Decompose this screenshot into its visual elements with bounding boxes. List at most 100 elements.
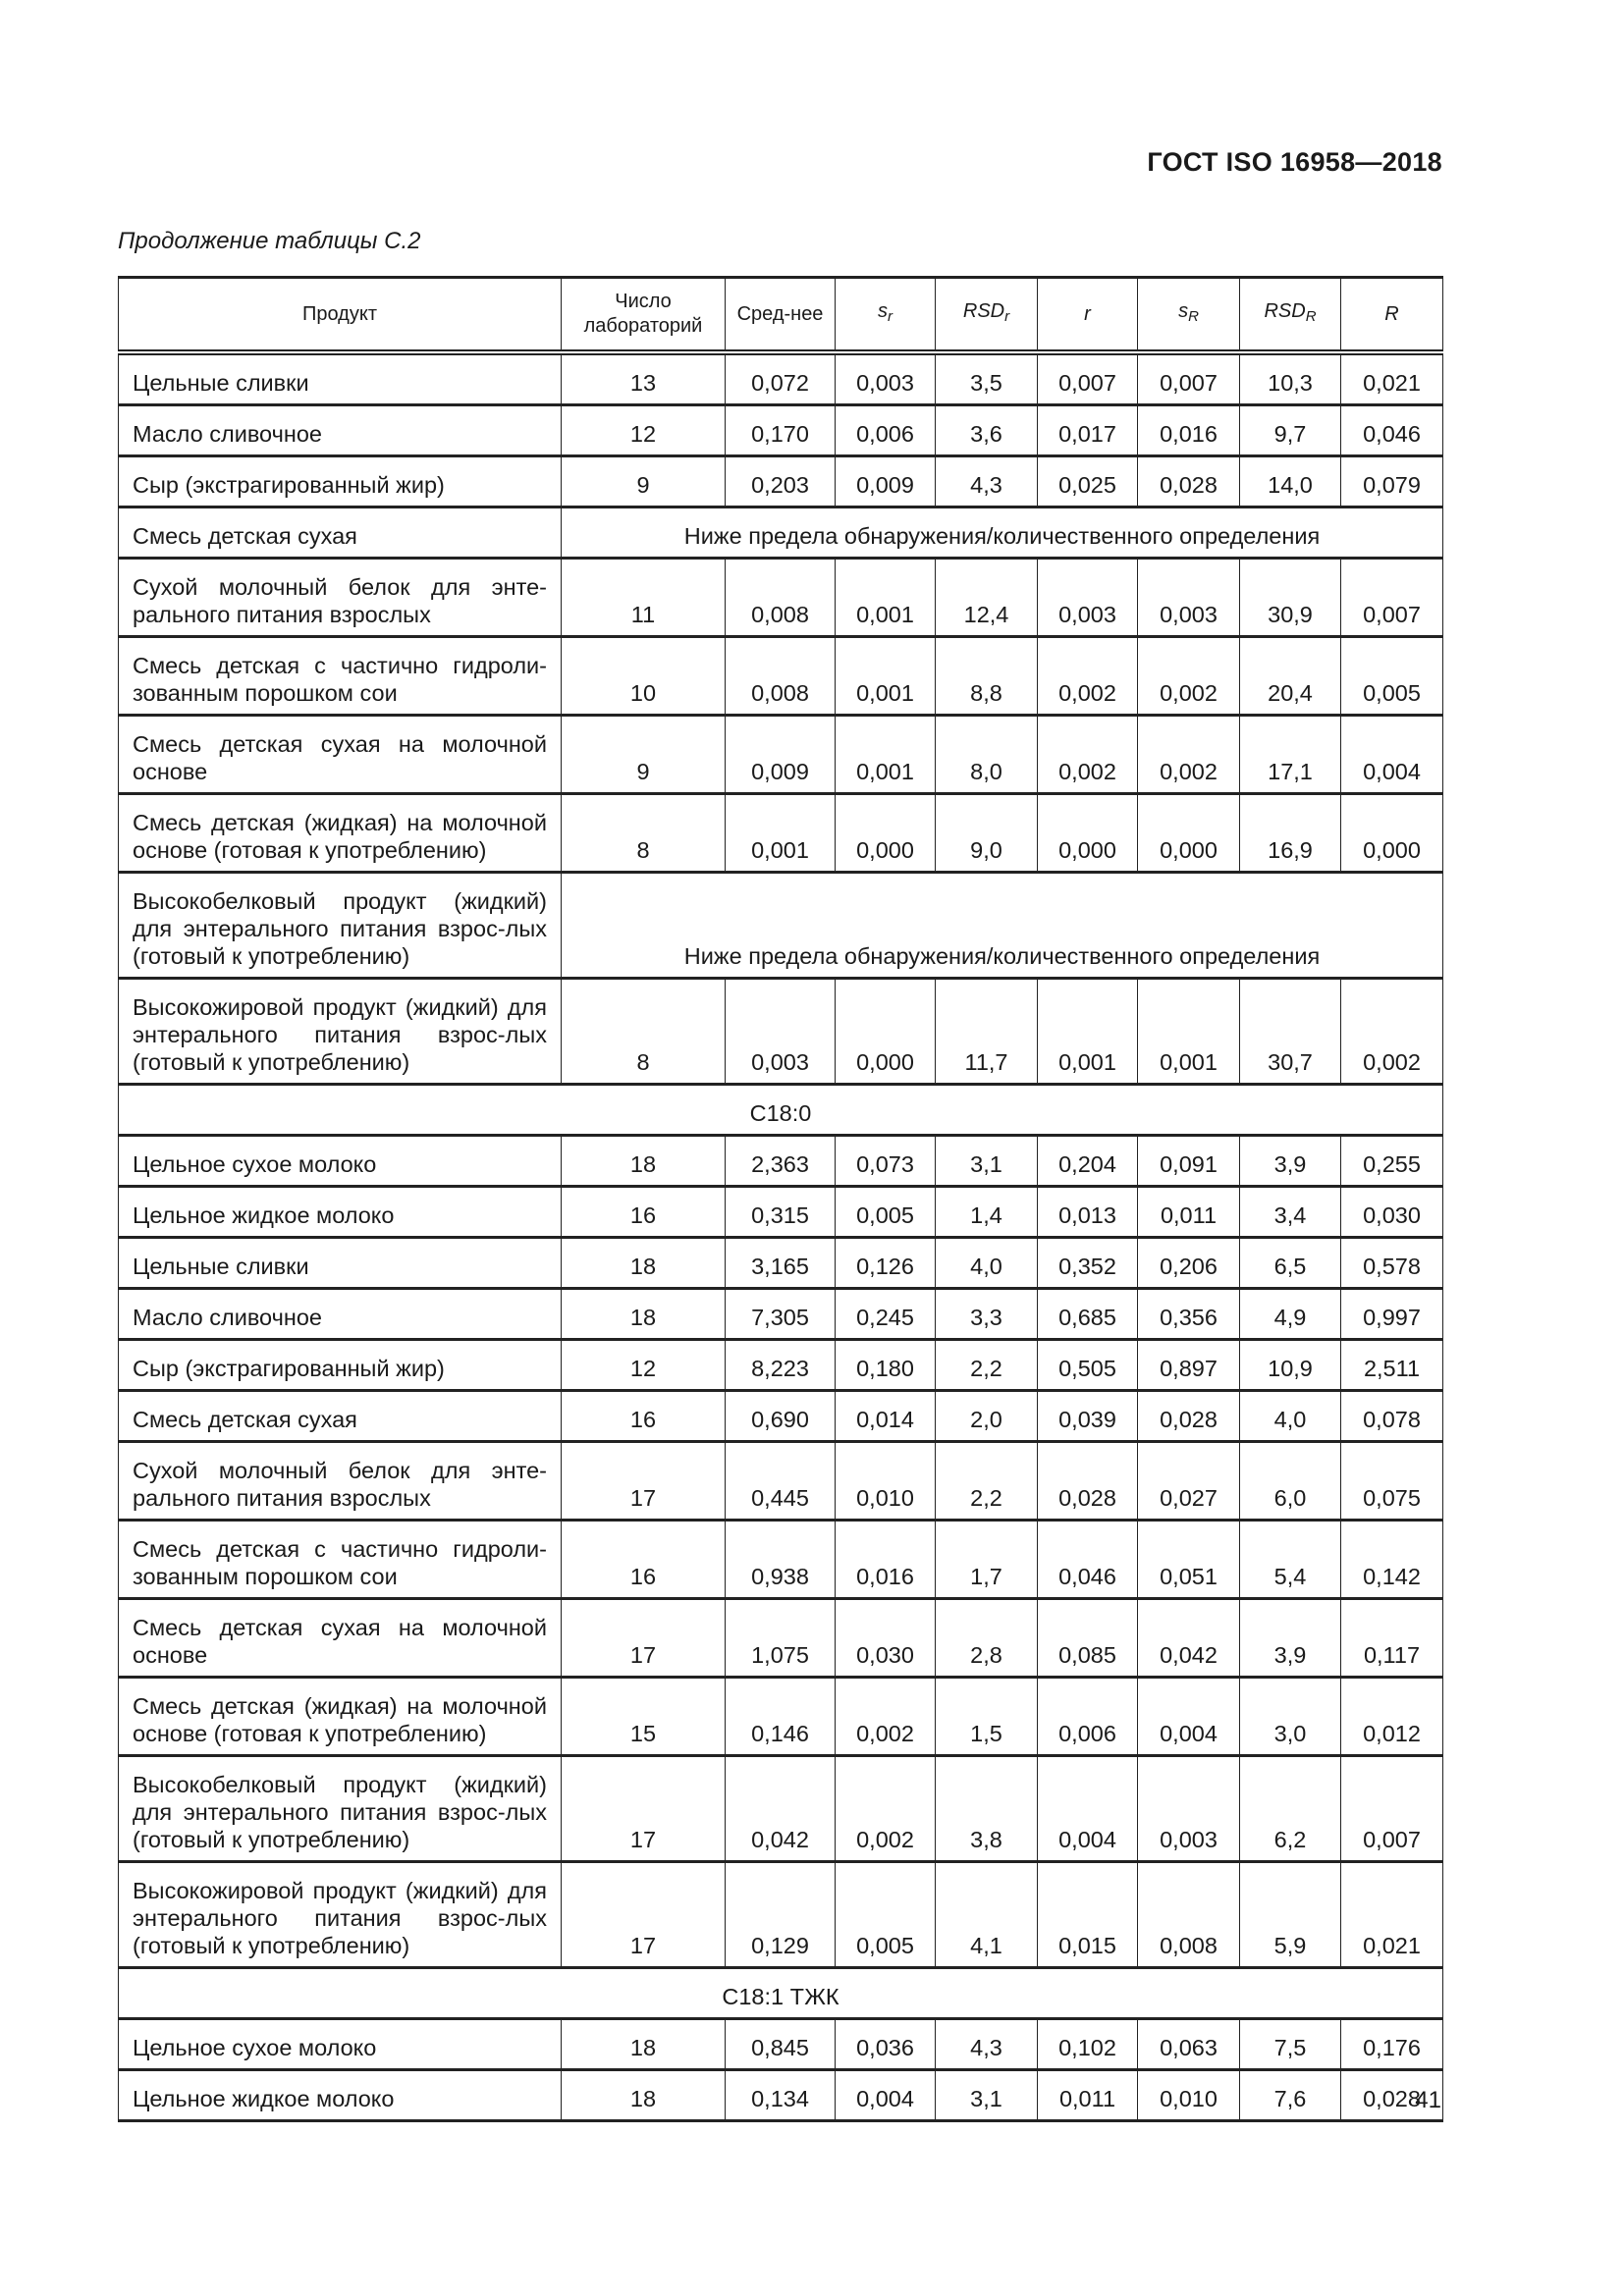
column-header-label: R	[1384, 302, 1399, 325]
value-cell: 0,025	[1037, 454, 1138, 508]
value-cell: 3,8	[935, 1754, 1038, 1863]
value-cell: 18	[561, 2017, 726, 2071]
product-cell: Цельное жидкое молоко	[118, 1185, 562, 1239]
value-cell: 20,4	[1239, 635, 1341, 717]
value-cell: 0,000	[835, 792, 936, 874]
value-cell: 8	[561, 792, 726, 874]
column-header-label: Продукт	[302, 302, 377, 325]
value-cell: 0,039	[1037, 1389, 1138, 1443]
table-row: Цельное жидкое молоко 18 0,134 0,004 3,1 0,01…	[118, 2068, 1443, 2122]
value-cell: 4,3	[935, 454, 1038, 508]
value-cell: 0,206	[1137, 1236, 1240, 1290]
table-row: Высокобелковый продукт (жидкий) для энте…	[118, 1754, 1443, 1863]
product-cell: Высокобелковый продукт (жидкий) для энте…	[118, 1754, 562, 1863]
value-cell: 11	[561, 557, 726, 638]
value-cell: 0,000	[1137, 792, 1240, 874]
value-cell: 0,578	[1340, 1236, 1443, 1290]
product-cell: Сухой молочный белок для энте-рального п…	[118, 557, 562, 638]
table-body: Цельные сливки 13 0,072 0,003 3,5 0,007 0,007 1…	[118, 350, 1443, 2122]
value-cell: 0,010	[835, 1440, 936, 1522]
table-row: Смесь детская сухая 16 0,690 0,014 2,0 0,039 0…	[118, 1389, 1443, 1443]
value-cell: 4,3	[935, 2017, 1038, 2071]
value-cell: 7,6	[1239, 2068, 1341, 2122]
value-cell: 0,997	[1340, 1287, 1443, 1341]
table-caption: Продолжение таблицы С.2	[118, 228, 421, 254]
value-cell: 0,014	[835, 1389, 936, 1443]
column-header-italic: s	[1178, 300, 1188, 322]
table-row: Цельные сливки 18 3,165 0,126 4,0 0,352 0,206 6…	[118, 1236, 1443, 1290]
value-cell: 17	[561, 1754, 726, 1863]
column-header-italic: r	[1084, 303, 1091, 325]
value-cell: 5,4	[1239, 1519, 1341, 1600]
value-cell: 0,003	[725, 977, 836, 1086]
value-cell: 0,072	[725, 350, 836, 406]
product-cell: Масло сливочное	[118, 1287, 562, 1341]
value-cell: 9,0	[935, 792, 1038, 874]
value-cell: 0,036	[835, 2017, 936, 2071]
value-cell: 0,046	[1037, 1519, 1138, 1600]
column-header-subscript-italic: r	[1004, 300, 1009, 325]
value-cell: 10,9	[1239, 1338, 1341, 1392]
value-cell: 0,000	[835, 977, 936, 1086]
value-cell: 10,3	[1239, 350, 1341, 406]
value-cell: 3,9	[1239, 1134, 1341, 1188]
value-cell: 0,002	[1137, 714, 1240, 795]
value-cell: 0,938	[725, 1519, 836, 1600]
table-row: Смесь детская сухая на молочной основе 17…	[118, 1597, 1443, 1679]
table-row: Масло сливочное 12 0,170 0,006 3,6 0,017 0,016…	[118, 403, 1443, 457]
value-cell: 17	[561, 1597, 726, 1679]
column-header-subscript-italic: r	[888, 300, 893, 325]
product-cell: Цельные сливки	[118, 350, 562, 406]
product-cell: Смесь детская сухая на молочной основе	[118, 1597, 562, 1679]
column-header: Число лабораторий	[561, 276, 726, 355]
value-cell: 0,002	[835, 1676, 936, 1757]
product-cell: Сухой молочный белок для энте-рального п…	[118, 1440, 562, 1522]
page-number: 41	[1415, 2087, 1441, 2113]
column-header-label: s	[1178, 300, 1189, 322]
value-cell: 0,006	[1037, 1676, 1138, 1757]
product-cell: Смесь детская (жидкая) на молочной основ…	[118, 1676, 562, 1757]
value-cell: 0,002	[1037, 635, 1138, 717]
column-header-subscript-italic: R	[1305, 300, 1317, 325]
value-cell: 0,002	[1137, 635, 1240, 717]
product-cell: Цельное сухое молоко	[118, 1134, 562, 1188]
value-cell: 16	[561, 1389, 726, 1443]
table-row: Смесь детская сухая на молочной основе 9 0…	[118, 714, 1443, 795]
value-cell: 2,2	[935, 1440, 1038, 1522]
value-cell: 0,006	[835, 403, 936, 457]
value-cell: 0,001	[1037, 977, 1138, 1086]
value-cell: 4,0	[935, 1236, 1038, 1290]
value-cell: 15	[561, 1676, 726, 1757]
product-cell: Сыр (экстрагированный жир)	[118, 1338, 562, 1392]
value-cell: 0,008	[725, 635, 836, 717]
value-cell: 0,002	[835, 1754, 936, 1863]
document-code: ГОСТ ISO 16958—2018	[1147, 147, 1442, 177]
value-cell: 0,845	[725, 2017, 836, 2071]
value-cell: 0,690	[725, 1389, 836, 1443]
value-cell: 8	[561, 977, 726, 1086]
value-cell: 3,4	[1239, 1185, 1341, 1239]
column-header-label: r	[1084, 302, 1091, 325]
product-cell: Цельные сливки	[118, 1236, 562, 1290]
value-cell: 0,134	[725, 2068, 836, 2122]
value-cell: 0,255	[1340, 1134, 1443, 1188]
value-cell: 0,005	[835, 1860, 936, 1969]
column-header-subscript: R	[1305, 308, 1317, 325]
value-cell: 2,511	[1340, 1338, 1443, 1392]
section-header-row: С18:0	[118, 1083, 1443, 1137]
value-cell: 0,007	[1340, 557, 1443, 638]
value-cell: 11,7	[935, 977, 1038, 1086]
value-cell: 0,075	[1340, 1440, 1443, 1522]
value-cell: 0,051	[1137, 1519, 1240, 1600]
value-cell: 0,008	[1137, 1860, 1240, 1969]
value-cell: 4,0	[1239, 1389, 1341, 1443]
value-cell: 0,021	[1340, 1860, 1443, 1969]
note-cell: Ниже предела обнаружения/количественного…	[561, 506, 1443, 560]
value-cell: 0,010	[1137, 2068, 1240, 2122]
column-header: sr	[835, 276, 936, 355]
value-cell: 16	[561, 1185, 726, 1239]
value-cell: 0,021	[1340, 350, 1443, 406]
value-cell: 0,013	[1037, 1185, 1138, 1239]
value-cell: 0,028	[1340, 2068, 1443, 2122]
note-cell: Ниже предела обнаружения/количественного…	[561, 871, 1443, 980]
